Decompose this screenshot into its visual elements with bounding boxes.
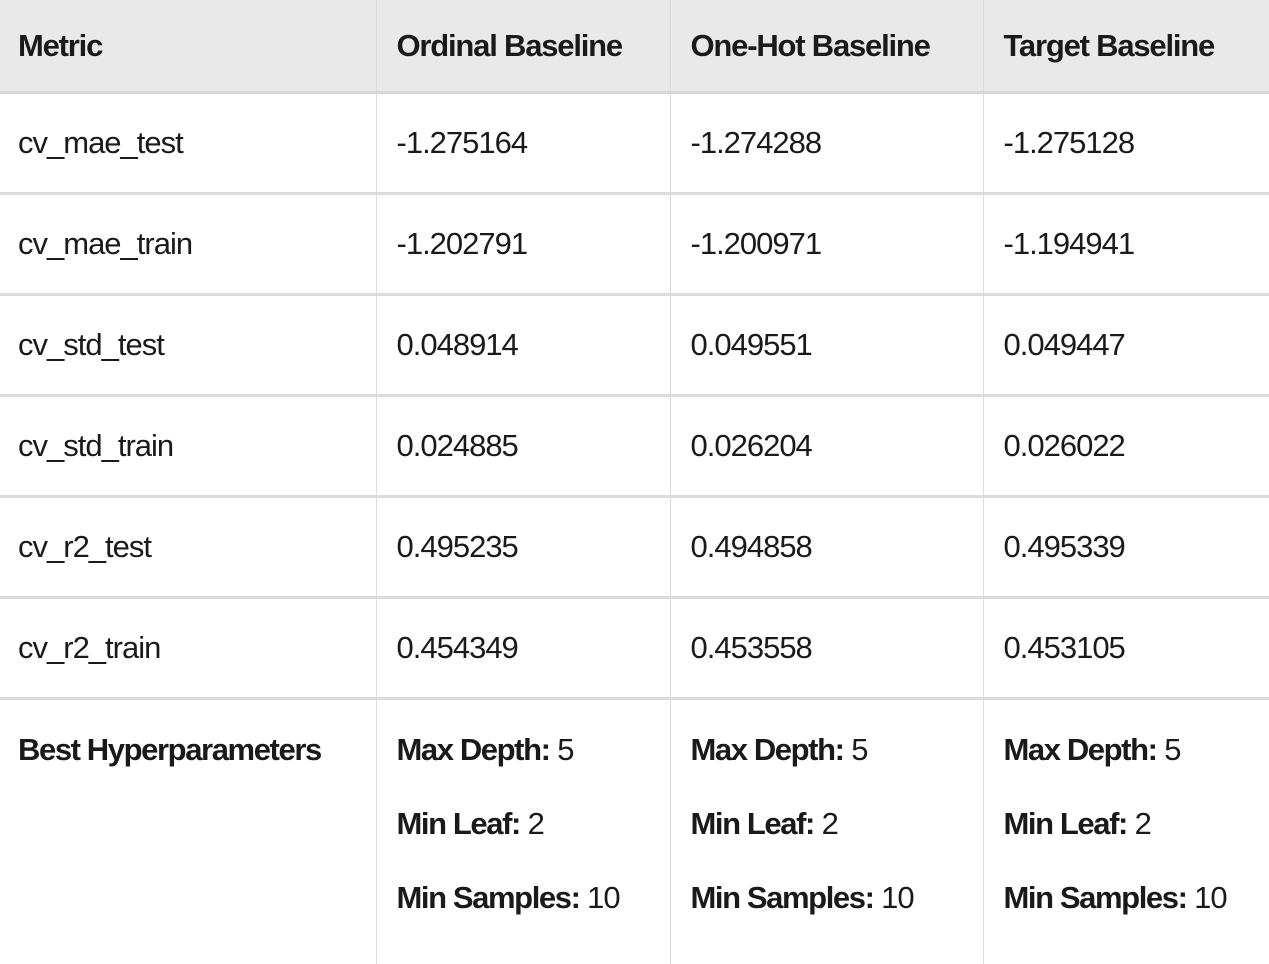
header-ordinal-baseline: Ordinal Baseline [376, 0, 670, 93]
hyperparameter-line: Min Leaf: 2 [397, 804, 670, 878]
metric-value: 0.024885 [376, 396, 670, 497]
hyperparameter-key: Min Samples: [691, 880, 874, 915]
header-metric: Metric [0, 0, 376, 93]
hyperparameter-line: Min Samples: 10 [397, 878, 670, 952]
hyperparameter-key: Max Depth: [1004, 732, 1157, 767]
metric-value: 0.453105 [983, 598, 1269, 699]
hyperparameter-key: Min Samples: [1004, 880, 1187, 915]
metric-value: 0.026022 [983, 396, 1269, 497]
metric-name: cv_mae_train [0, 194, 376, 295]
table-row: cv_mae_test -1.275164 -1.274288 -1.27512… [0, 93, 1269, 194]
hyperparameter-key: Min Leaf: [1004, 806, 1127, 841]
table-body: cv_mae_test -1.275164 -1.274288 -1.27512… [0, 93, 1269, 964]
metric-value: -1.202791 [376, 194, 670, 295]
hyperparameter-value: 2 [528, 806, 544, 841]
metric-value: 0.026204 [670, 396, 983, 497]
hyperparameter-value: 5 [851, 732, 867, 767]
hyperparameter-line: Min Samples: 10 [1004, 878, 1269, 952]
metric-value: -1.275128 [983, 93, 1269, 194]
metric-name: cv_std_test [0, 295, 376, 396]
hyperparameters-cell-target: Max Depth: 5 Min Leaf: 2 Min Samples: 10 [983, 699, 1269, 964]
hyperparameters-row: Best Hyperparameters Max Depth: 5 Min Le… [0, 699, 1269, 964]
metric-name: cv_r2_test [0, 497, 376, 598]
metric-name: cv_mae_test [0, 93, 376, 194]
table-row: cv_r2_train 0.454349 0.453558 0.453105 [0, 598, 1269, 699]
hyperparameter-value: 10 [587, 880, 619, 915]
header-one-hot-baseline: One-Hot Baseline [670, 0, 983, 93]
hyperparameter-key: Max Depth: [397, 732, 550, 767]
hyperparameters-cell-one-hot: Max Depth: 5 Min Leaf: 2 Min Samples: 10 [670, 699, 983, 964]
metric-value: -1.194941 [983, 194, 1269, 295]
metric-name: cv_std_train [0, 396, 376, 497]
metric-value: -1.200971 [670, 194, 983, 295]
metric-value: 0.495235 [376, 497, 670, 598]
header-row: Metric Ordinal Baseline One-Hot Baseline… [0, 0, 1269, 93]
hyperparameter-value: 5 [1164, 732, 1180, 767]
hyperparameter-line: Min Leaf: 2 [1004, 804, 1269, 878]
hyperparameter-value: 10 [881, 880, 913, 915]
hyperparameter-value: 5 [557, 732, 573, 767]
hyperparameters-label: Best Hyperparameters [18, 730, 376, 770]
hyperparameter-line: Max Depth: 5 [1004, 730, 1269, 804]
hyperparameter-key: Max Depth: [691, 732, 844, 767]
hyperparameter-value: 10 [1194, 880, 1226, 915]
hyperparameter-key: Min Samples: [397, 880, 580, 915]
metric-value: 0.453558 [670, 598, 983, 699]
metric-value: 0.049447 [983, 295, 1269, 396]
header-target-baseline: Target Baseline [983, 0, 1269, 93]
table-row: cv_std_train 0.024885 0.026204 0.026022 [0, 396, 1269, 497]
metric-value: -1.275164 [376, 93, 670, 194]
metric-name: cv_r2_train [0, 598, 376, 699]
hyperparameter-line: Min Leaf: 2 [691, 804, 983, 878]
table-row: cv_r2_test 0.495235 0.494858 0.495339 [0, 497, 1269, 598]
metric-value: 0.494858 [670, 497, 983, 598]
metric-value: 0.049551 [670, 295, 983, 396]
hyperparameters-label-cell: Best Hyperparameters [0, 699, 376, 964]
hyperparameters-cell-ordinal: Max Depth: 5 Min Leaf: 2 Min Samples: 10 [376, 699, 670, 964]
hyperparameter-line: Max Depth: 5 [397, 730, 670, 804]
hyperparameter-key: Min Leaf: [397, 806, 520, 841]
metric-value: -1.274288 [670, 93, 983, 194]
hyperparameter-line: Max Depth: 5 [691, 730, 983, 804]
hyperparameter-value: 2 [822, 806, 838, 841]
metric-value: 0.048914 [376, 295, 670, 396]
metric-value: 0.495339 [983, 497, 1269, 598]
metric-value: 0.454349 [376, 598, 670, 699]
table-row: cv_mae_train -1.202791 -1.200971 -1.1949… [0, 194, 1269, 295]
hyperparameter-value: 2 [1135, 806, 1151, 841]
hyperparameter-key: Min Leaf: [691, 806, 814, 841]
table-row: cv_std_test 0.048914 0.049551 0.049447 [0, 295, 1269, 396]
hyperparameter-line: Min Samples: 10 [691, 878, 983, 952]
table-header: Metric Ordinal Baseline One-Hot Baseline… [0, 0, 1269, 93]
